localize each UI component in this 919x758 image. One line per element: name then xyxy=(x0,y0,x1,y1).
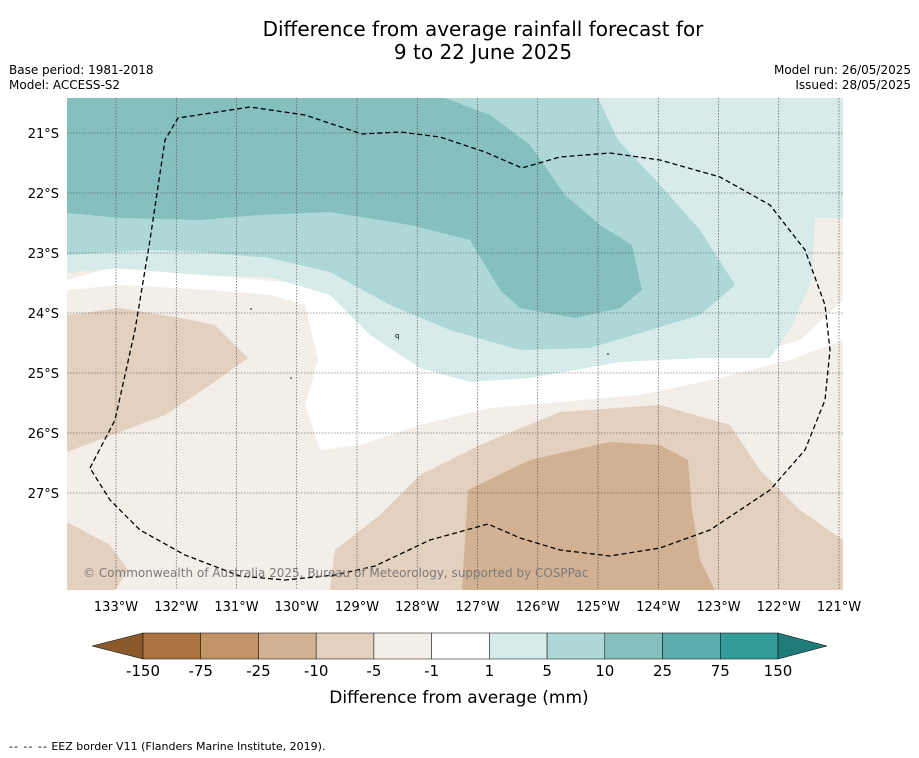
colorbar-segment xyxy=(200,632,259,660)
colorbar-segment xyxy=(258,632,317,660)
longitude-labels: 133°W 132°W 131°W 130°W 129°W 128°W 127°W 126°W… xyxy=(94,600,861,615)
small-marker-dot-2 xyxy=(290,377,292,379)
title-line-1: Difference from average rainfall forecas… xyxy=(262,17,704,41)
colorbar-tick-label: -10 xyxy=(304,662,329,680)
colorbar-tick-label: 25 xyxy=(653,662,672,680)
band-10-to-25 xyxy=(67,98,642,318)
band-minus-10-to-minus-25 xyxy=(462,442,715,590)
colorbar-segment xyxy=(662,632,721,660)
colorbar-tick-label: 75 xyxy=(711,662,730,680)
colorbar-segment xyxy=(373,632,432,660)
colorbar-tick-label: -5 xyxy=(366,662,381,680)
graticule xyxy=(67,98,843,590)
colorbar-tick-label: 5 xyxy=(542,662,552,680)
lon-label: 127°W xyxy=(455,600,499,615)
colorbar-extend-low xyxy=(91,632,144,660)
colorbar-tick-label: 1 xyxy=(485,662,495,680)
lon-label: 128°W xyxy=(395,600,439,615)
lat-label: 26°S xyxy=(28,427,59,442)
copyright-text: © Commonwealth of Australia 2025, Bureau… xyxy=(83,566,588,580)
colorbar: -150 -75 -25 -10 -5 -1 1 5 10 25 75 150 xyxy=(91,632,828,680)
title-line-2: 9 to 22 June 2025 xyxy=(393,40,573,64)
lat-label: 22°S xyxy=(28,187,59,202)
colorbar-segment xyxy=(315,632,375,660)
small-marker-q: q xyxy=(395,332,399,340)
colorbar-segment xyxy=(720,632,779,660)
band-minus-5-to-minus-10-southwest xyxy=(67,522,128,590)
colorbar-segment xyxy=(546,632,606,660)
small-marker-dot-3 xyxy=(607,353,609,355)
colorbar-label: Difference from average (mm) xyxy=(329,688,588,708)
info-left: Base period: 1981-2018 Model: ACCESS-S2 xyxy=(9,63,154,93)
base-period-text: Base period: 1981-2018 xyxy=(9,63,154,77)
eez-border xyxy=(89,106,831,581)
lat-label: 27°S xyxy=(28,487,59,502)
colorbar-tick-label: 10 xyxy=(595,662,614,680)
map-title: Difference from average rainfall forecas… xyxy=(0,18,919,64)
band-minus-5-to-minus-10-west xyxy=(67,308,248,452)
lat-label: 25°S xyxy=(28,367,59,382)
model-run-text: Model run: 26/05/2025 xyxy=(773,63,911,77)
colorbar-segment xyxy=(604,632,663,660)
lon-label: 122°W xyxy=(757,600,801,615)
lon-label: 125°W xyxy=(576,600,620,615)
lon-label: 130°W xyxy=(275,600,319,615)
colorbar-tick-label: 150 xyxy=(764,662,793,680)
colorbar-tick-label: -75 xyxy=(188,662,213,680)
lon-label: 131°W xyxy=(214,600,258,615)
colorbar-tick-label: -25 xyxy=(246,662,271,680)
lon-label: 133°W xyxy=(94,600,138,615)
colorbar-segment xyxy=(489,632,548,660)
info-right: Model run: 26/05/2025 Issued: 28/05/2025 xyxy=(774,63,911,93)
colorbar-tick-label: -1 xyxy=(424,662,439,680)
lon-label: 126°W xyxy=(516,600,560,615)
eez-legend-text: EEZ border V11 (Flanders Marine Institut… xyxy=(51,740,326,753)
footer-note: -- -- -- EEZ border V11 (Flanders Marine… xyxy=(9,740,325,753)
lat-label: 24°S xyxy=(28,307,59,322)
colorbar-segment xyxy=(142,632,201,660)
lon-label: 123°W xyxy=(696,600,740,615)
model-text: Model: ACCESS-S2 xyxy=(9,78,121,92)
lon-label: 129°W xyxy=(335,600,379,615)
colorbar-tick-label: -150 xyxy=(126,662,160,680)
lon-label: 132°W xyxy=(154,600,198,615)
colorbar-segment xyxy=(431,632,490,660)
rainfall-contours xyxy=(67,98,843,590)
latitude-labels: 21°S 22°S 23°S 24°S 25°S 26°S 27°S xyxy=(28,127,59,502)
issued-text: Issued: 28/05/2025 xyxy=(795,78,911,92)
lon-label: 124°W xyxy=(636,600,680,615)
colorbar-extend-high xyxy=(777,632,828,660)
eez-legend-dash: -- -- -- xyxy=(9,740,48,753)
lat-label: 21°S xyxy=(28,127,59,142)
small-marker-dot-1 xyxy=(250,308,252,310)
lat-label: 23°S xyxy=(28,247,59,262)
lon-label: 121°W xyxy=(817,600,861,615)
